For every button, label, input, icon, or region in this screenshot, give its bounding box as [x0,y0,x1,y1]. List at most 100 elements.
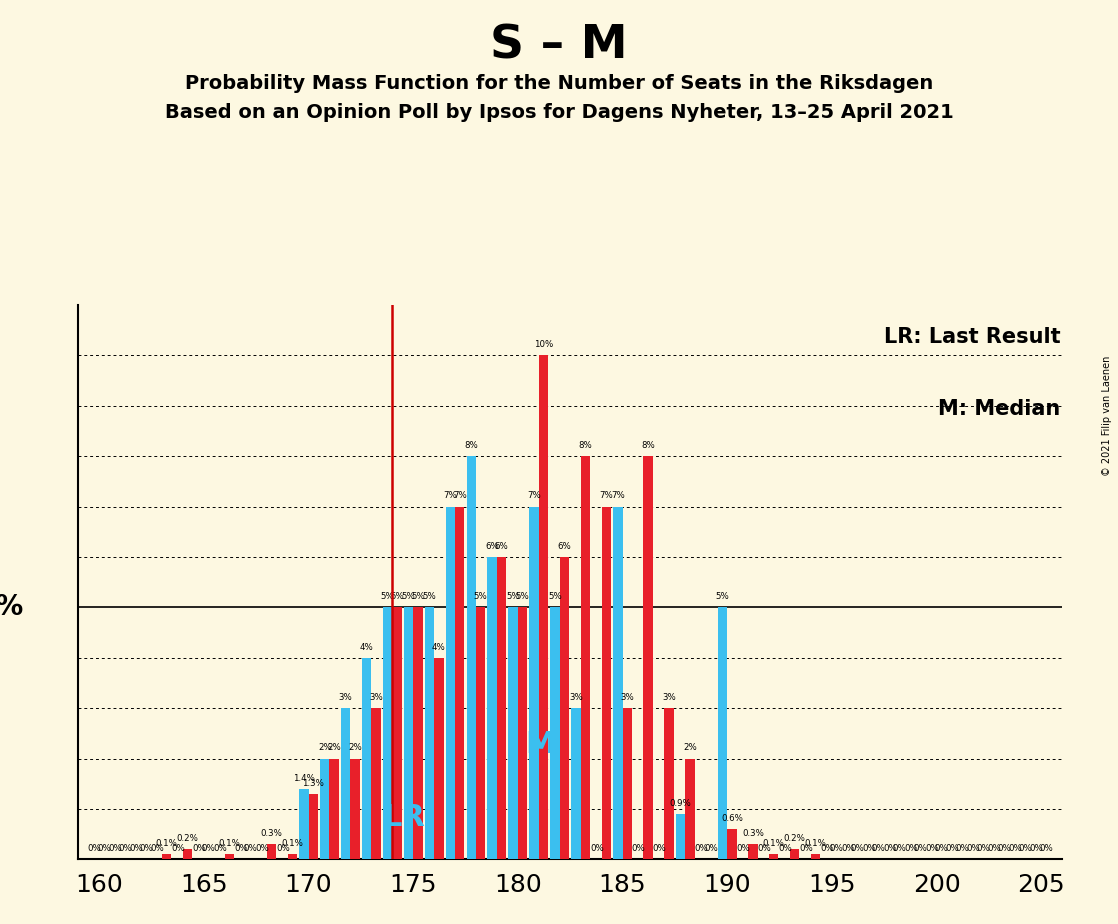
Text: 0%: 0% [214,845,227,853]
Text: 3%: 3% [569,693,582,702]
Bar [496,557,506,859]
Text: 0.1%: 0.1% [282,839,303,848]
Text: S – M: S – M [490,23,628,68]
Text: 0%: 0% [171,845,186,853]
Text: 0.9%: 0.9% [670,799,691,808]
Text: 0.2%: 0.2% [177,834,199,844]
Text: 5%: 5% [548,592,562,602]
Bar [623,708,632,859]
Bar [434,658,444,859]
Bar [414,607,423,859]
Text: 0.3%: 0.3% [260,829,283,838]
Text: 0%: 0% [201,845,216,853]
Bar [341,708,350,859]
Text: 7%: 7% [453,492,466,501]
Text: 0%: 0% [904,845,918,853]
Text: 0.1%: 0.1% [155,839,178,848]
Text: 0%: 0% [955,845,969,853]
Text: 5%: 5% [423,592,436,602]
Bar [225,855,234,859]
Bar [466,456,476,859]
Text: 8%: 8% [578,441,593,450]
Bar [529,506,539,859]
Text: LR: Last Result: LR: Last Result [883,327,1060,347]
Text: 0%: 0% [255,845,268,853]
Bar [330,759,339,859]
Text: 5%: 5% [380,592,395,602]
Text: 0%: 0% [862,845,875,853]
Bar [183,849,192,859]
Text: 7%: 7% [444,492,457,501]
Text: 8%: 8% [642,441,655,450]
Text: 0%: 0% [913,845,927,853]
Text: 0%: 0% [151,845,164,853]
Text: 0%: 0% [935,845,948,853]
Bar [601,506,612,859]
Text: 5%: 5% [716,592,729,602]
Bar [382,607,392,859]
Text: 6%: 6% [495,541,509,551]
Bar [446,506,455,859]
Bar [676,814,685,859]
Text: 0%: 0% [108,845,122,853]
Text: 2%: 2% [328,744,341,752]
Bar [790,849,799,859]
Text: 0.6%: 0.6% [721,814,742,823]
Text: 0%: 0% [139,845,153,853]
Text: 0%: 0% [758,845,771,853]
Bar [362,658,371,859]
Text: 2%: 2% [683,744,697,752]
Text: 1.3%: 1.3% [302,779,324,788]
Bar [550,607,560,859]
Text: 0.2%: 0.2% [784,834,806,844]
Text: M: M [525,730,556,759]
Bar [392,607,401,859]
Bar [404,607,414,859]
Bar [664,708,674,859]
Text: 0%: 0% [821,845,834,853]
Text: 0%: 0% [883,845,897,853]
Text: 6%: 6% [558,541,571,551]
Bar [580,456,590,859]
Bar [769,855,778,859]
Bar [613,506,623,859]
Text: 0%: 0% [987,845,1002,853]
Text: 0%: 0% [778,845,793,853]
Text: 0%: 0% [830,845,843,853]
Text: 2%: 2% [348,744,362,752]
Bar [350,759,360,859]
Text: LR: LR [382,803,425,832]
Text: 0%: 0% [1039,845,1053,853]
Text: 1.4%: 1.4% [293,773,315,783]
Text: 0%: 0% [872,845,885,853]
Bar [455,506,464,859]
Text: M: Median: M: Median [938,399,1060,419]
Bar [487,557,496,859]
Text: 3%: 3% [369,693,382,702]
Text: 0%: 0% [892,845,907,853]
Bar [518,607,528,859]
Text: 0%: 0% [946,845,959,853]
Text: 5%: 5% [506,592,520,602]
Text: 0%: 0% [119,845,132,853]
Text: 0%: 0% [925,845,939,853]
Text: 6%: 6% [485,541,499,551]
Bar [560,557,569,859]
Text: 5%: 5% [411,592,425,602]
Bar [748,845,758,859]
Text: 0%: 0% [1008,845,1022,853]
Text: 3%: 3% [620,693,634,702]
Text: 0%: 0% [192,845,206,853]
Text: 0%: 0% [590,845,604,853]
Text: 0.1%: 0.1% [762,839,785,848]
Text: 0%: 0% [244,845,257,853]
Text: 0%: 0% [234,845,248,853]
Text: 0%: 0% [851,845,864,853]
Text: Probability Mass Function for the Number of Seats in the Riksdagen: Probability Mass Function for the Number… [184,74,934,93]
Text: 0%: 0% [967,845,980,853]
Bar [718,607,727,859]
Bar [287,855,297,859]
Text: 0%: 0% [976,845,989,853]
Bar [509,607,518,859]
Text: 0%: 0% [97,845,111,853]
